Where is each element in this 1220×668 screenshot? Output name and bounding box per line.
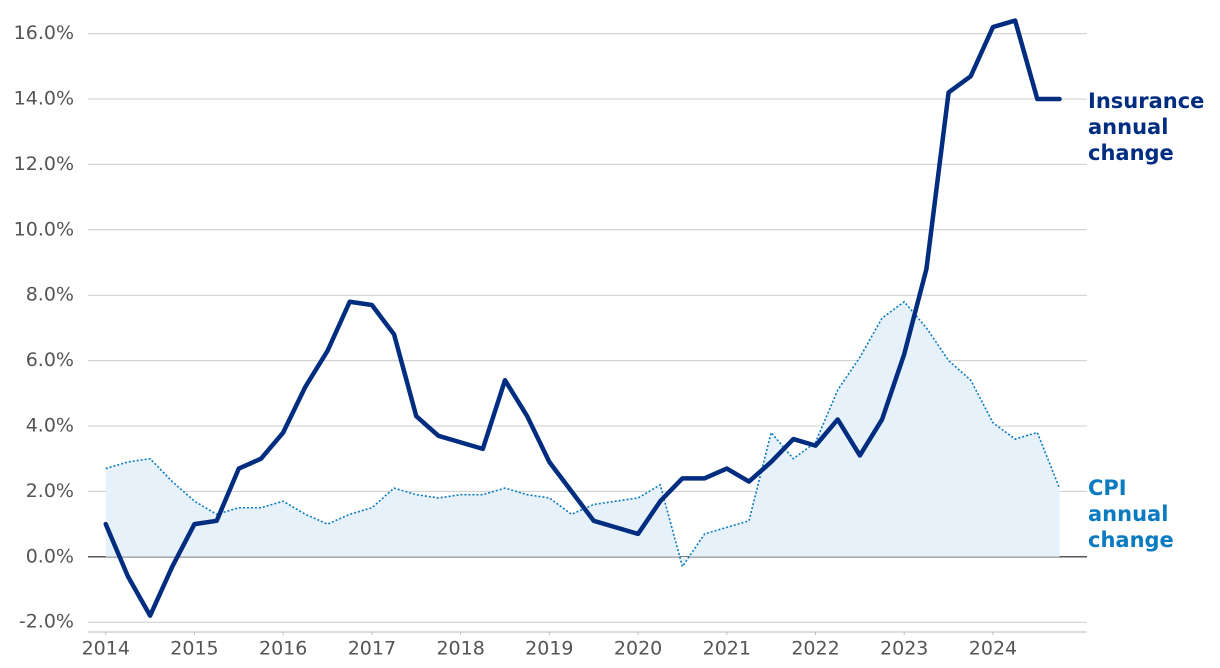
- y-tick-label: -2.0%: [19, 611, 74, 633]
- x-tick-label: 2023: [880, 638, 928, 660]
- y-tick-label: 10.0%: [14, 218, 74, 240]
- x-tick-label: 2018: [436, 638, 484, 660]
- area: [105, 301, 1060, 567]
- y-tick-label: 8.0%: [26, 284, 74, 306]
- y-tick-label: 0.0%: [26, 545, 74, 567]
- y-tick-label: 16.0%: [14, 22, 74, 44]
- y-tick-label: 14.0%: [14, 88, 74, 110]
- x-tick-label: 2014: [82, 638, 130, 660]
- x-tick-label: 2024: [969, 638, 1017, 660]
- series-label: CPI annual change: [1088, 476, 1174, 552]
- x-tick-label: 2021: [703, 638, 751, 660]
- x-tick-label: 2022: [791, 638, 839, 660]
- series-label: Insurance annual change: [1088, 89, 1205, 165]
- series-line: [103, 18, 1062, 618]
- series-line: [105, 300, 1061, 569]
- x-tick-label: 2016: [259, 638, 307, 660]
- x-tick-label: 2019: [525, 638, 573, 660]
- y-tick-label: 6.0%: [26, 349, 74, 371]
- y-tick-label: 4.0%: [26, 415, 74, 437]
- x-tick-label: 2017: [348, 638, 396, 660]
- x-tick-label: 2015: [170, 638, 218, 660]
- y-tick-label: 2.0%: [26, 480, 74, 502]
- y-tick-label: 12.0%: [14, 153, 74, 175]
- x-tick-label: 2020: [614, 638, 662, 660]
